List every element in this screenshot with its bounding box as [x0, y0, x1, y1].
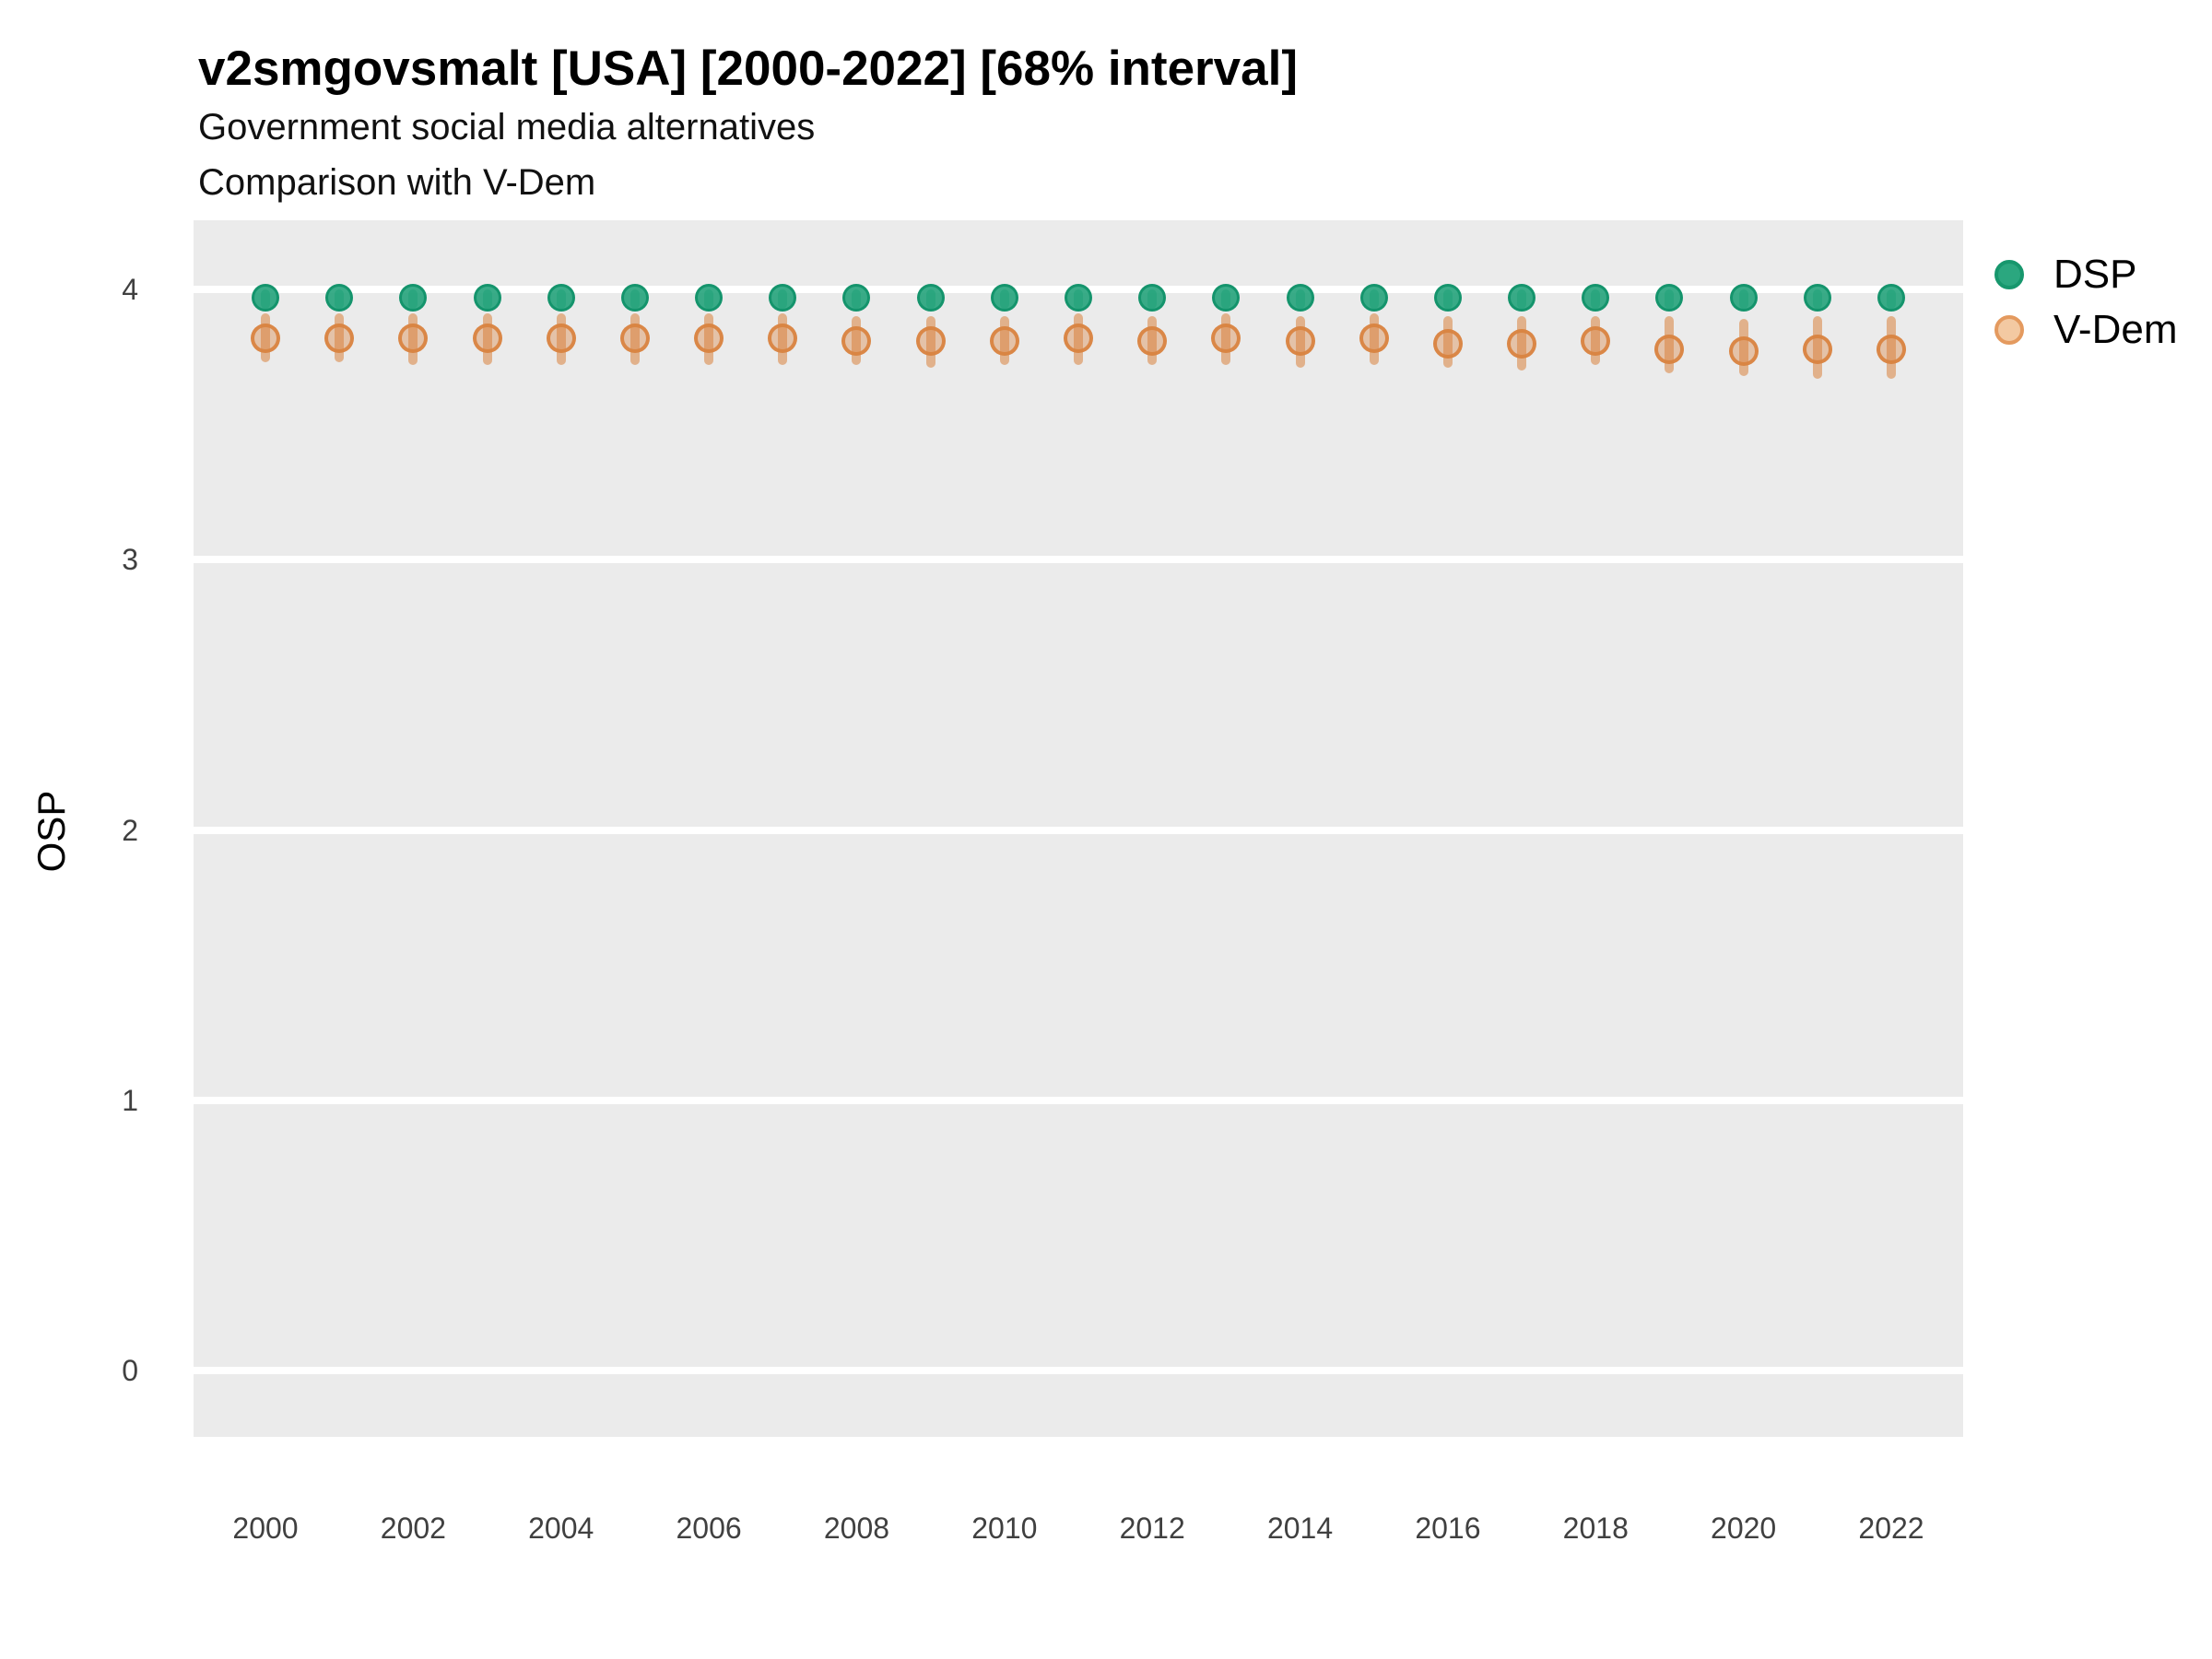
- vdem-point: [1877, 334, 1906, 364]
- x-tick-label: 2006: [676, 1512, 742, 1545]
- vdem-point: [472, 323, 502, 353]
- y-tick-label: 4: [122, 273, 138, 306]
- vdem-point: [1359, 323, 1389, 353]
- vdem-point: [546, 323, 576, 353]
- x-tick-label: 2000: [232, 1512, 299, 1545]
- legend-dot-icon: [1994, 315, 2024, 345]
- legend-label: V-Dem: [2053, 307, 2178, 352]
- dsp-point: [1582, 283, 1610, 312]
- vdem-point: [989, 325, 1019, 356]
- dsp-point: [620, 283, 649, 312]
- dsp-point: [916, 283, 945, 312]
- vdem-point: [1432, 328, 1463, 359]
- dsp-point: [325, 283, 354, 312]
- x-tick-label: 2010: [971, 1512, 1038, 1545]
- dsp-point: [1803, 283, 1831, 312]
- vdem-point: [1285, 325, 1315, 356]
- vdem-point: [841, 325, 872, 356]
- x-tick-label: 2002: [380, 1512, 446, 1545]
- vdem-point: [324, 323, 355, 353]
- dsp-point: [769, 283, 797, 312]
- vdem-point: [1802, 334, 1832, 364]
- dsp-point: [1729, 283, 1758, 312]
- dsp-point: [1286, 283, 1314, 312]
- dsp-point: [695, 283, 724, 312]
- y-tick-label: 0: [122, 1354, 138, 1387]
- y-tick-label: 1: [122, 1083, 138, 1117]
- dsp-point: [1359, 283, 1388, 312]
- dsp-point: [547, 283, 575, 312]
- vdem-point: [1728, 336, 1759, 367]
- gridline-y-3: [194, 556, 1963, 564]
- vdem-point: [1211, 323, 1241, 353]
- chart-subtitle-line2: Comparison with V-Dem: [198, 162, 596, 203]
- x-tick-label: 2020: [1711, 1512, 1777, 1545]
- vdem-point: [398, 323, 429, 353]
- x-tick-label: 2016: [1415, 1512, 1481, 1545]
- vdem-point: [1507, 328, 1537, 359]
- legend-row-dsp: DSP: [1982, 247, 2177, 302]
- x-tick-label: 2014: [1266, 1512, 1334, 1545]
- vdem-point: [1137, 325, 1168, 356]
- legend-row-vdem: V-Dem: [1982, 302, 2177, 358]
- vdem-point: [251, 323, 280, 353]
- vdem-point: [1654, 334, 1685, 364]
- plot-panel: [194, 220, 1963, 1437]
- vdem-point: [915, 325, 946, 356]
- vdem-point: [1581, 325, 1611, 356]
- chart-subtitle-line1: Government social media alternatives: [198, 107, 816, 147]
- dsp-point: [473, 283, 501, 312]
- y-tick-label: 3: [122, 543, 138, 577]
- vdem-point: [694, 323, 724, 353]
- x-tick-label: 2018: [1562, 1512, 1629, 1545]
- gridline-y-1: [194, 1096, 1963, 1104]
- dsp-point: [1877, 283, 1905, 312]
- x-tick-label: 2022: [1858, 1512, 1924, 1545]
- y-tick-label: 2: [122, 813, 138, 847]
- gridline-y-0: [194, 1367, 1963, 1374]
- dsp-point: [990, 283, 1018, 312]
- x-tick-label: 2004: [528, 1512, 594, 1545]
- x-tick-label: 2008: [823, 1512, 890, 1545]
- dsp-point: [1655, 283, 1684, 312]
- dsp-point: [1138, 283, 1167, 312]
- legend: DSP V-Dem: [1982, 247, 2177, 358]
- x-tick-label: 2012: [1119, 1512, 1185, 1545]
- gridline-y-2: [194, 826, 1963, 834]
- vdem-point: [768, 323, 798, 353]
- dsp-point: [1212, 283, 1241, 312]
- dsp-point: [842, 283, 871, 312]
- dsp-point: [252, 283, 279, 312]
- dsp-point: [1065, 283, 1092, 312]
- legend-dot-icon: [1994, 260, 2024, 289]
- chart-title: v2smgovsmalt [USA] [2000-2022] [68% inte…: [198, 41, 1298, 96]
- vdem-point: [1064, 323, 1093, 353]
- dsp-point: [399, 283, 428, 312]
- vdem-point: [619, 323, 650, 353]
- legend-label: DSP: [2053, 252, 2137, 297]
- dsp-point: [1508, 283, 1536, 312]
- dsp-point: [1433, 283, 1462, 312]
